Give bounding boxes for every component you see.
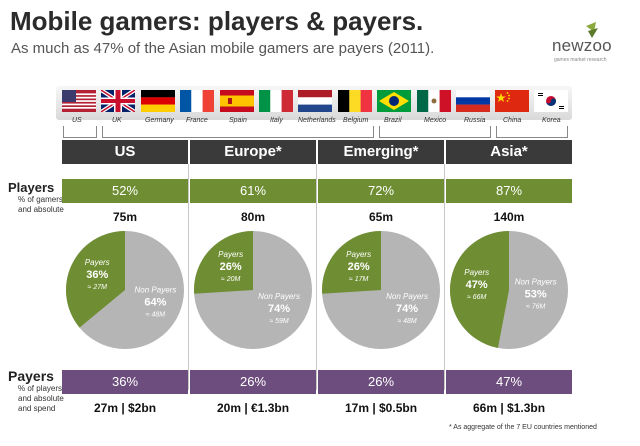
nonpayers-abs: ≈ 48M (146, 312, 166, 319)
bracket-emerging (379, 126, 491, 138)
payers-abs: ≈ 20M (221, 276, 241, 283)
payers-abs: ≈ 27M (88, 284, 108, 291)
logo-mark-icon (586, 22, 598, 38)
payers-abs-europe: 20m | €1.3bn (216, 401, 290, 415)
page-subtitle: As much as 47% of the Asian mobile gamer… (11, 40, 435, 57)
players-pct-emerging: 72% (318, 179, 444, 203)
payers-label: Payers (218, 250, 243, 259)
mexico-flag-icon (417, 90, 451, 112)
region-header-us: US (62, 140, 188, 164)
payers-slice (66, 231, 125, 328)
players-row-sublabel: % of gamers and absolute (18, 195, 64, 214)
country-label-italy: Italy (270, 117, 283, 124)
country-label-spain: Spain (229, 117, 247, 124)
belgium-flag-icon (338, 90, 372, 112)
payers-abs: ≈ 66M (467, 294, 487, 301)
payers-pct-emerging: 26% (318, 370, 444, 394)
payers-abs-us: 27m | $2bn (93, 401, 157, 415)
payers-abs-emerging: 17m | $0.5bn (344, 401, 418, 415)
payers-label: Payers (464, 268, 489, 277)
country-label-brazil: Brazil (384, 117, 402, 124)
column-divider (444, 164, 445, 390)
column-divider (188, 164, 189, 390)
nonpayers-label: Non Payers (135, 286, 177, 295)
payers-abs-asia: 66m | $1.3bn (472, 401, 546, 415)
logo-name: newzoo (552, 36, 612, 55)
players-pct-us: 52% (62, 179, 188, 203)
logo-tagline: games market research (554, 57, 607, 63)
country-label-uk: UK (112, 117, 122, 124)
uk-flag-icon (101, 90, 135, 112)
nonpayers-abs: ≈ 59M (269, 318, 289, 325)
nonpayers-abs: ≈ 76M (526, 303, 546, 310)
players-abs-europe: 80m (240, 210, 266, 224)
payers-row-sublabel: % of players and absolute and spend (18, 384, 64, 413)
nonpayers-label: Non Payers (515, 277, 557, 286)
payers-pct: 26% (220, 261, 242, 273)
country-label-france: France (186, 117, 208, 124)
country-label-netherlands: Netherlands (298, 117, 336, 124)
country-label-germany: Germany (145, 117, 174, 124)
country-label-korea: Korea (542, 117, 561, 124)
payers-pct: 47% (466, 279, 488, 291)
nonpayers-label: Non Payers (386, 292, 428, 301)
bracket-asia (496, 126, 568, 138)
players-row-label: Players (8, 180, 55, 195)
payers-row-label: Payers (8, 368, 54, 384)
netherlands-flag-icon (298, 90, 332, 112)
bracket-europe (102, 126, 374, 138)
korea-flag-icon (534, 90, 568, 112)
france-flag-icon (180, 90, 214, 112)
spain-flag-icon (220, 90, 254, 112)
germany-flag-icon (141, 90, 175, 112)
nonpayers-pct: 64% (144, 297, 166, 309)
bracket-us (63, 126, 97, 138)
us-flag-icon (62, 90, 96, 112)
players-abs-asia: 140m (493, 210, 525, 224)
country-label-russia: Russia (464, 117, 486, 124)
nonpayers-abs: ≈ 48M (397, 318, 417, 325)
china-flag-icon (495, 90, 529, 112)
country-label-us: US (72, 117, 82, 124)
russia-flag-icon (456, 90, 490, 112)
page-title: Mobile gamers: players & payers. (10, 6, 424, 36)
players-abs-us: 75m (112, 210, 138, 224)
italy-flag-icon (259, 90, 293, 112)
payers-label: Payers (346, 250, 371, 259)
payers-pct-europe: 26% (190, 370, 316, 394)
payers-slice (450, 231, 509, 348)
brazil-flag-icon (377, 90, 411, 112)
region-header-emerging: Emerging* (318, 140, 444, 164)
region-header-asia: Asia* (446, 140, 572, 164)
country-label-china: China (503, 117, 522, 124)
payers-label: Payers (85, 258, 110, 267)
column-divider (316, 164, 317, 390)
country-label-mexico: Mexico (424, 117, 447, 124)
payers-abs: ≈ 17M (349, 276, 369, 283)
players-abs-emerging: 65m (368, 210, 394, 224)
country-label-belgium: Belgium (343, 117, 369, 124)
footnote: * As aggregate of the 7 EU countries men… (449, 424, 597, 431)
nonpayers-pct: 74% (268, 303, 290, 315)
payers-slice (322, 231, 381, 294)
payers-slice (194, 231, 253, 294)
region-header-europe: Europe* (190, 140, 316, 164)
payers-pct: 36% (86, 269, 108, 281)
payers-pct-asia: 47% (446, 370, 572, 394)
nonpayers-pct: 74% (396, 303, 418, 315)
players-pct-europe: 61% (190, 179, 316, 203)
players-pct-asia: 87% (446, 179, 572, 203)
payers-pct-us: 36% (62, 370, 188, 394)
newzoo-logo: newzoo games market research (552, 22, 632, 70)
payers-pct: 26% (348, 261, 370, 273)
nonpayers-pct: 53% (525, 288, 547, 300)
nonpayers-label: Non Payers (258, 292, 300, 301)
